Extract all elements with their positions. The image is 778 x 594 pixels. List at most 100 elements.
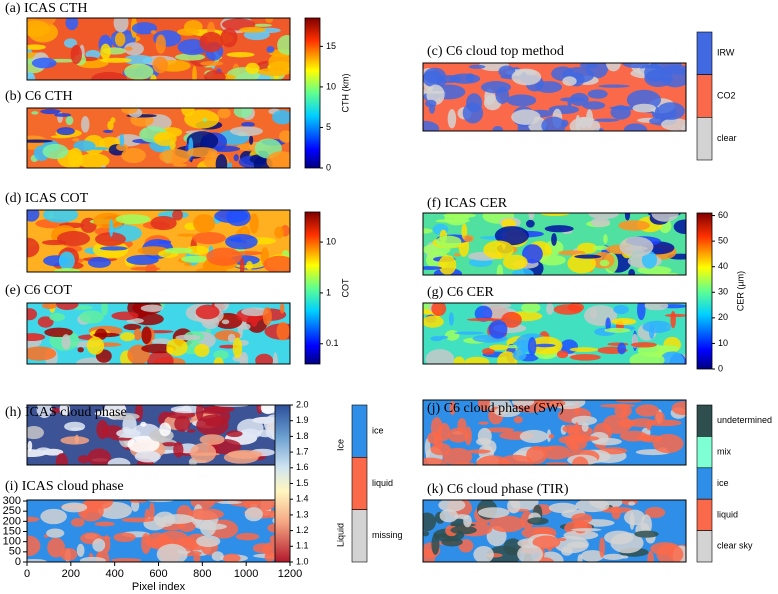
cloud-patch bbox=[613, 304, 629, 315]
cloud-patch bbox=[205, 329, 212, 333]
panel-title: (j) C6 cloud phase (SW) bbox=[427, 401, 564, 416]
cloud-patch bbox=[80, 115, 90, 133]
colorbar bbox=[304, 211, 321, 365]
legend-label: undetermined bbox=[717, 415, 772, 425]
cloud-patch bbox=[423, 228, 433, 234]
cloud-patch bbox=[193, 214, 216, 233]
cloud-patch bbox=[79, 310, 104, 324]
cloud-patch bbox=[87, 448, 111, 465]
cloud-patch bbox=[237, 418, 264, 438]
cloud-patch bbox=[581, 422, 589, 432]
cloud-patch bbox=[121, 517, 154, 523]
cloud-patch bbox=[153, 131, 177, 147]
cloud-patch bbox=[448, 312, 454, 326]
cloud-patch bbox=[124, 63, 154, 80]
panel-frame bbox=[422, 302, 687, 365]
colorbar-tick-label: 0.1 bbox=[326, 338, 339, 348]
cloud-patch bbox=[150, 74, 157, 80]
x-tick-label: 400 bbox=[105, 568, 123, 580]
cloud-patch bbox=[265, 18, 274, 24]
cloud-patch bbox=[476, 437, 492, 446]
cloud-patch bbox=[439, 509, 458, 523]
cloud-patch bbox=[494, 226, 529, 246]
cloud-patch bbox=[64, 421, 86, 432]
cloud-patch bbox=[568, 435, 600, 442]
cloud-patch bbox=[56, 127, 75, 136]
cloud-patch bbox=[642, 320, 672, 333]
cloud-patch bbox=[575, 114, 581, 131]
cloud-patch bbox=[444, 330, 460, 341]
cloud-patch bbox=[227, 450, 263, 459]
image-panel bbox=[26, 17, 291, 81]
cloud-patch bbox=[590, 217, 610, 228]
cloud-patch bbox=[233, 108, 252, 118]
cloud-patch bbox=[561, 546, 573, 556]
cloud-patch bbox=[31, 57, 57, 69]
cloud-patch bbox=[89, 147, 109, 151]
cloud-patch bbox=[651, 213, 679, 222]
cloud-patch bbox=[273, 75, 280, 80]
legend-swatch bbox=[696, 467, 713, 500]
cloud-patch bbox=[215, 154, 228, 168]
cloud-patch bbox=[466, 318, 500, 322]
cloud-patch bbox=[444, 213, 469, 226]
cloud-patch bbox=[245, 62, 260, 75]
cloud-patch bbox=[27, 72, 36, 80]
y-tick-label: 200 bbox=[3, 515, 21, 527]
cloud-patch bbox=[49, 312, 65, 322]
cloud-patch bbox=[57, 230, 91, 247]
cloud-patch bbox=[123, 54, 153, 65]
cloud-patch bbox=[615, 400, 642, 403]
cloud-patch bbox=[70, 517, 85, 527]
cloud-patch bbox=[36, 447, 52, 454]
cloud-patch bbox=[266, 46, 275, 53]
cloud-patch bbox=[206, 247, 242, 266]
image-panel bbox=[26, 107, 291, 169]
cloud-patch bbox=[85, 49, 101, 59]
x-tick-label: 0 bbox=[24, 568, 30, 580]
cloud-patch bbox=[559, 97, 587, 102]
cloud-patch bbox=[501, 311, 522, 328]
cloud-patch bbox=[617, 342, 627, 355]
cloud-patch bbox=[202, 118, 207, 122]
panel-frame bbox=[26, 302, 291, 365]
cloud-patch bbox=[582, 101, 606, 110]
cloud-patch bbox=[545, 462, 570, 465]
cloud-patch bbox=[530, 446, 555, 451]
cloud-patch bbox=[263, 255, 290, 272]
cloud-patch bbox=[175, 53, 206, 61]
cloud-patch bbox=[166, 338, 188, 357]
cloud-patch bbox=[588, 213, 620, 220]
cloud-patch bbox=[507, 500, 521, 514]
panel-title: (i) ICAS cloud phase bbox=[5, 479, 124, 494]
cloud-patch bbox=[199, 31, 224, 53]
cloud-patch bbox=[450, 525, 477, 535]
panel-title: (a) ICAS CTH bbox=[5, 1, 87, 16]
cloud-patch bbox=[466, 93, 483, 113]
colorbar-tick-label: 10 bbox=[718, 338, 728, 348]
cloud-patch bbox=[527, 517, 549, 525]
cloud-patch bbox=[575, 500, 610, 513]
cloud-patch bbox=[423, 120, 440, 131]
legend-label: clear sky bbox=[717, 541, 753, 551]
cloud-patch bbox=[423, 266, 442, 270]
image-panel bbox=[26, 302, 291, 365]
cloud-patch bbox=[431, 303, 447, 317]
cloud-patch bbox=[161, 442, 177, 447]
colorbar-label: CTH (km) bbox=[340, 74, 350, 113]
cloud-patch bbox=[441, 537, 463, 547]
cloud-patch bbox=[477, 507, 510, 518]
cloud-patch bbox=[141, 326, 152, 345]
cloud-patch bbox=[231, 251, 263, 256]
colorbar-tick-label: 60 bbox=[718, 210, 728, 220]
cloud-patch bbox=[475, 455, 511, 465]
cloud-patch bbox=[624, 245, 648, 252]
cloud-patch bbox=[131, 500, 140, 512]
cloud-patch bbox=[478, 421, 489, 425]
cloud-patch bbox=[220, 28, 238, 48]
cloud-patch bbox=[115, 214, 151, 225]
y-tick-label: 50 bbox=[9, 546, 21, 558]
colorbar-tick-label: 40 bbox=[718, 261, 728, 271]
colorbar-tick-label: 1.3 bbox=[296, 509, 309, 519]
cloud-patch bbox=[227, 333, 236, 343]
